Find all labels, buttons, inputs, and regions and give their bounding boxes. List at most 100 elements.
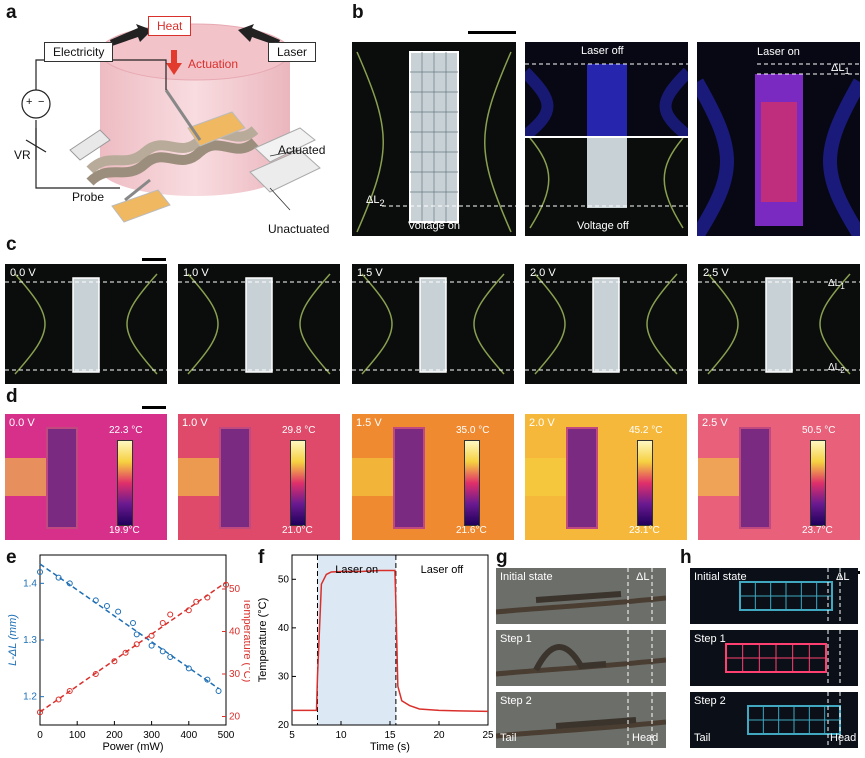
- lattice-grid: [410, 52, 458, 222]
- heat-label: Heat: [148, 16, 192, 36]
- step-label-h: Initial state: [694, 571, 747, 583]
- minus-sign: −: [38, 96, 45, 108]
- xlabel-e: Power (mW): [102, 741, 163, 753]
- photo-h-1: Step 1: [690, 630, 858, 686]
- actuation-label: Actuation: [188, 57, 239, 71]
- ytick-right-e: 20: [229, 712, 241, 723]
- xtick-e: 0: [37, 730, 43, 741]
- photo-h-2: Step 2 Tail Head: [690, 692, 858, 748]
- data-point-e: [133, 631, 140, 638]
- data-point-e: [92, 671, 99, 677]
- electrode-pad-bottom: [111, 189, 171, 223]
- thermal-image-d-1: 1.0 V 29.8 °C 21.0°C: [178, 414, 340, 540]
- head-label-g: Head: [632, 732, 659, 744]
- laser-off-label: Laser off: [581, 45, 624, 57]
- ytick-right-e: 30: [229, 669, 241, 680]
- photo-c-3: 2.0 V: [525, 264, 687, 384]
- thermal-image-d-3: 2.0 V 45.2 °C 23.1°C: [525, 414, 687, 540]
- max-temp-label: 35.0 °C: [456, 425, 490, 436]
- xtick-e: 100: [69, 730, 86, 741]
- vr-label: VR: [14, 148, 31, 162]
- data-point-e: [111, 658, 118, 665]
- dl-label-g: ΔL: [636, 571, 650, 583]
- dl2-symbol-c: ΔL: [828, 362, 841, 373]
- data-point-e: [37, 569, 43, 575]
- ylabel-left-e: L-ΔL (mm): [7, 614, 19, 666]
- voltage-label-c: 1.5 V: [357, 267, 383, 279]
- photo-laser-off: Laser off: [525, 42, 688, 136]
- chart-f: 5 10 15 20 25 20 30 40 50 Laser on Laser off Time (…: [257, 554, 494, 753]
- min-temp-label: 23.1°C: [629, 525, 660, 536]
- xtick-e: 300: [143, 730, 160, 741]
- data-point-e: [159, 648, 166, 655]
- data-point-e: [204, 676, 211, 683]
- colorbar-d-4: [810, 440, 826, 526]
- data-point-e: [159, 620, 166, 626]
- caterpillar-icon: [533, 644, 607, 672]
- temperature-line-f: [292, 569, 489, 713]
- voltage-label-c: 2.0 V: [530, 267, 556, 279]
- data-point-e: [148, 632, 155, 639]
- data-point-e: [55, 574, 62, 581]
- panel-label-b: b: [352, 2, 364, 23]
- plus-sign: +: [26, 96, 33, 108]
- actuated-label: Actuated: [278, 143, 326, 157]
- data-point-e: [92, 597, 99, 604]
- unactuated-label: Unactuated: [268, 222, 330, 236]
- probe-top-icon: [164, 89, 202, 141]
- ylabel-f: Temperature (°C): [257, 598, 269, 682]
- fit-line-e: [39, 563, 219, 690]
- photo-laser-on: Laser on ΔL1: [697, 42, 860, 236]
- min-temp-label: 19.9°C: [109, 525, 140, 536]
- min-temp-label: 21.6°C: [456, 525, 487, 536]
- dl1-subscript-c: 1: [840, 281, 845, 291]
- photo-c-0: 0.0 V: [5, 264, 167, 384]
- data-point-e: [223, 581, 229, 588]
- voltage-on-label: Voltage on: [408, 220, 460, 232]
- data-point-e: [185, 665, 192, 672]
- dl2-subscript: 2: [379, 198, 385, 209]
- dl2-symbol: ΔL: [366, 194, 380, 206]
- step-label-h: Step 1: [694, 633, 726, 645]
- ytick-f: 30: [278, 671, 290, 682]
- data-point-e: [193, 598, 200, 605]
- photo-c-4: 2.5 V ΔL1 ΔL2: [698, 264, 860, 384]
- thermal-image-d-4: 2.5 V 50.5 °C 23.7°C: [698, 414, 860, 540]
- step-label-g: Initial state: [500, 571, 553, 583]
- panel-label-e: e: [6, 547, 17, 568]
- scale-bar-b: [468, 31, 516, 34]
- panel-label-c: c: [6, 234, 17, 255]
- scale-bar-c: [142, 258, 166, 261]
- ytick-f: 40: [278, 623, 290, 634]
- step-label-g: Step 1: [500, 633, 532, 645]
- photo-g-0: Initial state ΔL: [496, 568, 666, 624]
- tail-label-h: Tail: [694, 732, 711, 744]
- photo-c-1: 1.0 V: [178, 264, 340, 384]
- data-point-e: [115, 608, 122, 615]
- max-temp-label: 50.5 °C: [802, 425, 836, 436]
- laser-on-label: Laser on: [757, 46, 800, 58]
- ytick-f: 20: [278, 720, 290, 731]
- thermal-image-d-0: 0.0 V 22.3 °C 19.9°C: [5, 414, 167, 540]
- probe-label: Probe: [72, 190, 105, 204]
- voltage-source-icon: [21, 89, 51, 119]
- xtick-f: 25: [482, 730, 494, 741]
- arrow-right-icon: [238, 24, 280, 46]
- photo-g-2: Step 2 Tail Head: [496, 692, 666, 748]
- photo-h-0: Initial state ΔL: [690, 568, 858, 624]
- annotation-laser-on: Laser on: [335, 564, 378, 576]
- annotation-laser-off: Laser off: [421, 564, 465, 576]
- xtick-e: 500: [218, 730, 235, 741]
- max-temp-label: 22.3 °C: [109, 425, 143, 436]
- voltage-label-c: 2.5 V: [703, 267, 729, 279]
- data-point-e: [167, 654, 174, 660]
- plot-frame-e: [39, 554, 227, 726]
- ytick-left-e: 1.4: [23, 578, 37, 589]
- dl-label-h: ΔL: [836, 571, 850, 583]
- data-point-e: [167, 611, 174, 618]
- colorbar-d-1: [290, 440, 306, 526]
- dl1-symbol-c: ΔL: [828, 278, 841, 289]
- electricity-label: Electricity: [44, 42, 114, 62]
- xtick-e: 400: [180, 730, 197, 741]
- xtick-e: 200: [106, 730, 123, 741]
